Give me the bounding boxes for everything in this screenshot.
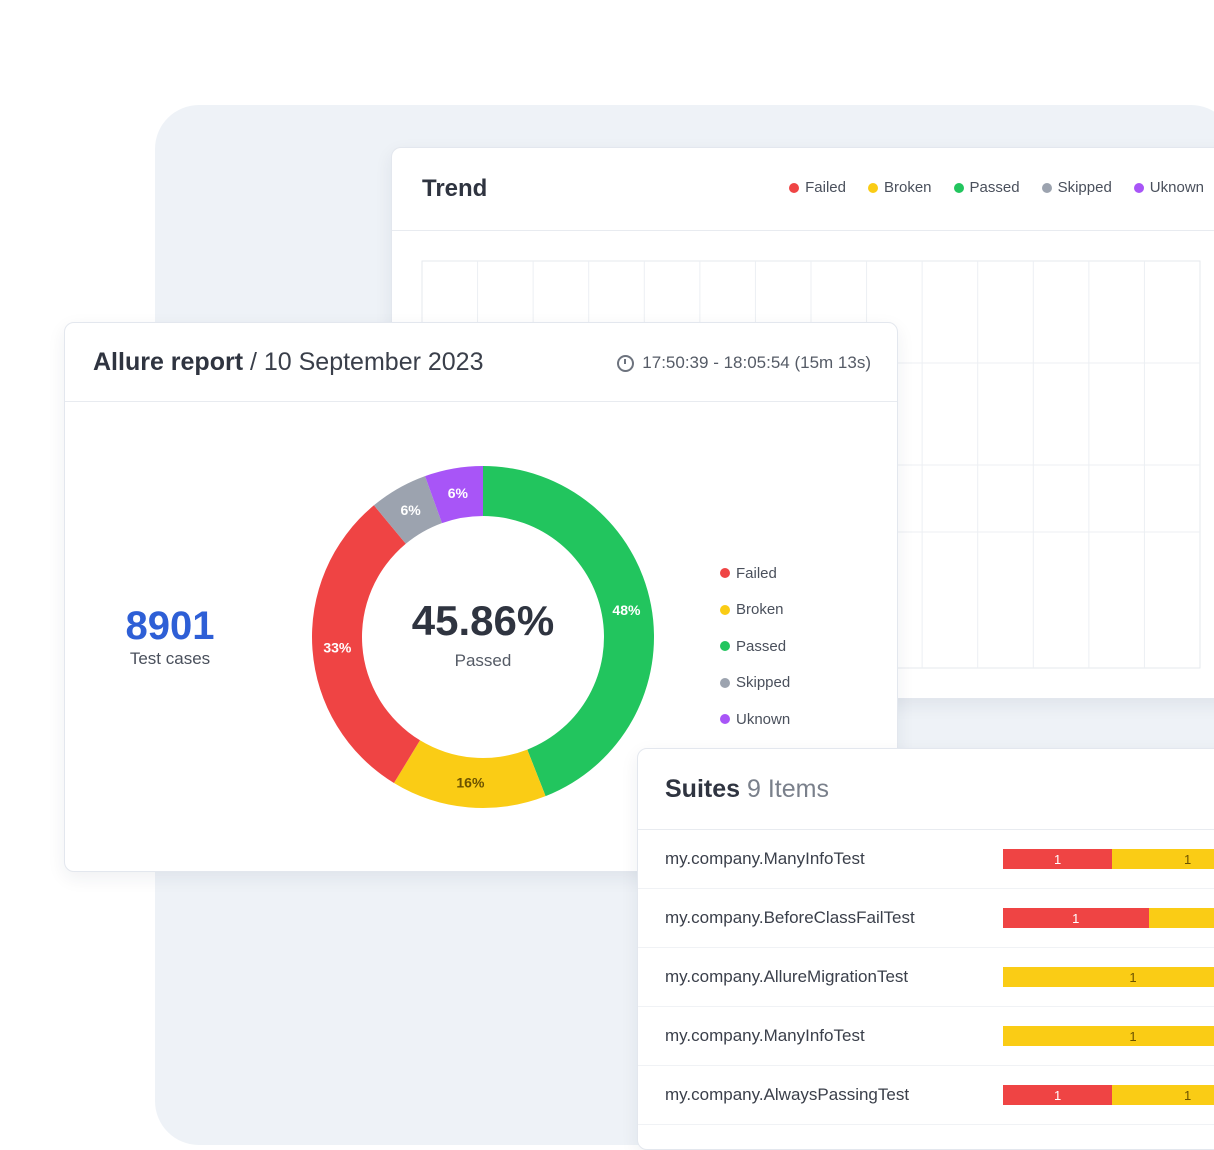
suite-row[interactable]: my.company.BeforeClassFailTest 1 [638,889,1214,948]
trend-legend-unknown[interactable]: Uknown [1133,179,1204,196]
suite-bar-broken[interactable]: 1 [1112,1085,1214,1105]
report-duration: 17:50:39 - 18:05:54 (15m 13s) [617,353,871,373]
suite-name: my.company.AlwaysPassingTest [665,1085,910,1104]
report-date: / 10 September 2023 [249,348,484,376]
suite-bar-broken[interactable]: 1 [1003,967,1214,987]
broken-dot-icon [868,182,878,193]
suite-name: my.company.ManyInfoTest [665,849,865,868]
skipped-dot-icon [720,677,730,688]
suite-status-bar: 1 [1003,967,1214,987]
overview-header: Allure report / 10 September 2023 17:50:… [65,323,897,402]
donut-legend: Failed Broken Passed Skipped Uknown [720,555,790,738]
unknown-dot-icon [720,714,730,725]
suite-bar-failed[interactable]: 1 [1003,908,1149,928]
passed-percentage: 45.86% [411,597,555,644]
suite-name: my.company.ManyInfoTest [665,1026,865,1045]
passed-label: Passed [454,651,512,670]
suite-bar-failed[interactable]: 1 [1003,849,1113,869]
suite-row[interactable]: my.company.ManyInfoTest 1 [638,1007,1214,1066]
donut-legend-skipped[interactable]: Skipped [720,665,790,702]
donut-label-skipped: 6% [400,502,421,518]
trend-legend-failed[interactable]: Failed [789,179,846,196]
suite-bar-failed[interactable]: 1 [1003,1085,1113,1105]
suite-status-bar: 1 [1003,1026,1214,1046]
trend-legend: Failed Broken Passed Skipped Uknown [789,179,1204,196]
donut-legend-passed[interactable]: Passed [720,628,790,665]
report-title: Allure report / 10 September 2023 [93,348,484,376]
total-label: Test cases [129,649,211,668]
suite-row[interactable]: my.company.ManyInfoTest 1 1 [638,830,1214,889]
passed-dot-icon [953,182,964,193]
suites-card: Suites 9 Items my.company.ManyInfoTest 1 1… [637,748,1214,1150]
clock-icon [617,354,635,372]
skipped-dot-icon [1041,182,1052,193]
donut-label-broken: 16% [456,774,485,790]
failed-dot-icon [789,182,800,193]
suite-bar-broken[interactable] [1148,908,1214,928]
donut-label-failed: 33% [323,640,352,656]
donut-slice-passed[interactable] [483,466,655,797]
trend-legend-broken[interactable]: Broken [868,179,932,196]
suite-bar-broken[interactable]: 1 [1112,849,1214,869]
total-test-cases: 8901 Test cases [105,603,235,669]
donut-legend-broken[interactable]: Broken [720,592,790,629]
trend-legend-passed[interactable]: Passed [953,179,1020,196]
donut-slice-failed[interactable] [312,505,421,783]
donut-slice-skipped[interactable] [373,476,442,544]
suite-name: my.company.BeforeClassFailTest [665,908,915,927]
suites-header: Suites 9 Items [638,749,1214,830]
suite-status-bar: 1 [1003,908,1214,928]
donut-slice-broken[interactable] [393,740,546,808]
trend-header: Trend Failed Broken Passed Skipped Uknow… [392,148,1214,231]
broken-dot-icon [720,604,730,615]
donut-label-uknown: 6% [448,485,469,501]
suites-title: Suites 9 Items [665,775,829,803]
passed-dot-icon [720,641,730,652]
failed-dot-icon [720,568,730,579]
total-value: 8901 [125,604,215,648]
donut-slice-uknown[interactable] [425,466,483,524]
suite-name: my.company.AllureMigrationTest [665,967,909,986]
suites-count: 9 Items [746,775,829,803]
suites-list: my.company.ManyInfoTest 1 1 my.company.Befo… [638,830,1214,1125]
donut-label-passed: 48% [612,602,641,618]
donut-legend-failed[interactable]: Failed [720,555,790,592]
suite-row[interactable]: my.company.AlwaysPassingTest 1 1 [638,1066,1214,1125]
donut-legend-unknown[interactable]: Uknown [720,701,790,738]
suite-bar-broken[interactable]: 1 [1003,1026,1214,1046]
trend-legend-skipped[interactable]: Skipped [1041,179,1112,196]
status-donut-chart: 48% 16% 33% 6% 6% [312,466,655,808]
trend-title: Trend [422,175,488,202]
unknown-dot-icon [1133,182,1144,193]
suite-row[interactable]: my.company.AllureMigrationTest 1 [638,948,1214,1007]
